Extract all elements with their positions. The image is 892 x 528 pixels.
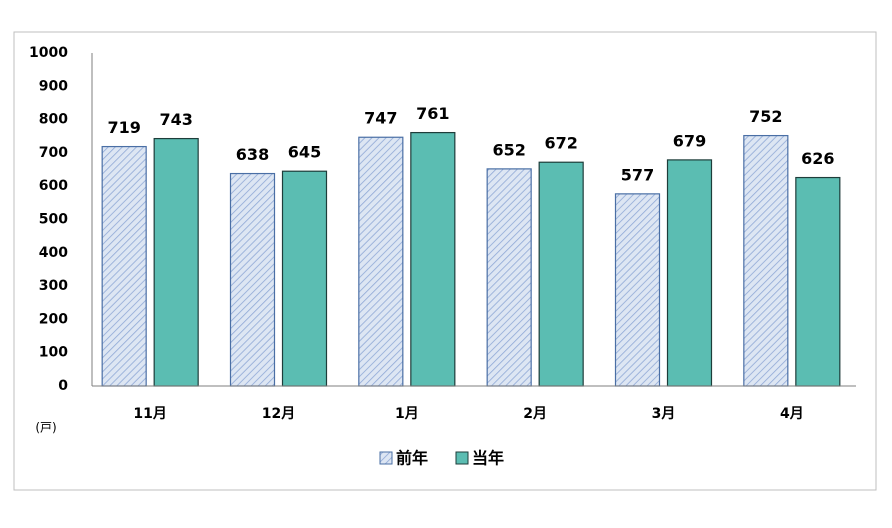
y-tick-label: 0: [58, 378, 68, 394]
value-label: 626: [801, 149, 834, 168]
bar: [153, 137, 199, 387]
value-label: 719: [107, 118, 140, 137]
bar: [538, 161, 584, 387]
bar: [101, 145, 147, 387]
y-tick-label: 200: [39, 311, 68, 327]
value-label: 679: [673, 131, 706, 150]
legend-label: 当年: [472, 449, 504, 468]
bar: [358, 136, 404, 387]
y-tick-label: 100: [39, 345, 68, 361]
x-tick-label: 2月: [523, 406, 547, 422]
bar: [410, 131, 456, 387]
y-tick-label: 400: [39, 245, 68, 261]
y-tick-label: 600: [39, 178, 68, 194]
bar: [614, 193, 661, 387]
bar: [229, 172, 276, 387]
y-tick-label: 500: [39, 212, 68, 228]
y-unit: (戸): [35, 421, 56, 435]
y-tick-label: 1000: [29, 45, 68, 61]
y-tick-label: 700: [39, 145, 68, 161]
x-tick-label: 4月: [780, 406, 804, 422]
value-label: 743: [159, 110, 192, 129]
bar: [795, 176, 841, 387]
value-label: 672: [544, 134, 577, 153]
legend-swatch: [379, 451, 393, 465]
value-label: 747: [364, 109, 397, 128]
y-tick-label: 300: [39, 278, 68, 294]
value-label: 638: [236, 145, 269, 164]
value-label: 577: [621, 165, 654, 184]
value-label: 752: [749, 107, 782, 126]
legend-label: 前年: [396, 449, 428, 468]
value-label: 645: [288, 143, 321, 162]
x-tick-label: 1月: [395, 406, 419, 422]
legend-swatch: [455, 451, 469, 465]
bar: [486, 168, 532, 387]
bar: [281, 170, 328, 387]
bar: [743, 134, 789, 387]
y-tick-label: 800: [39, 112, 68, 128]
x-tick-label: 11月: [133, 406, 166, 422]
value-label: 761: [416, 104, 449, 123]
x-tick-label: 12月: [262, 406, 295, 422]
x-tick-label: 3月: [652, 406, 676, 422]
bar: [666, 159, 713, 387]
y-tick-label: 900: [39, 78, 68, 94]
value-label: 652: [492, 140, 525, 159]
